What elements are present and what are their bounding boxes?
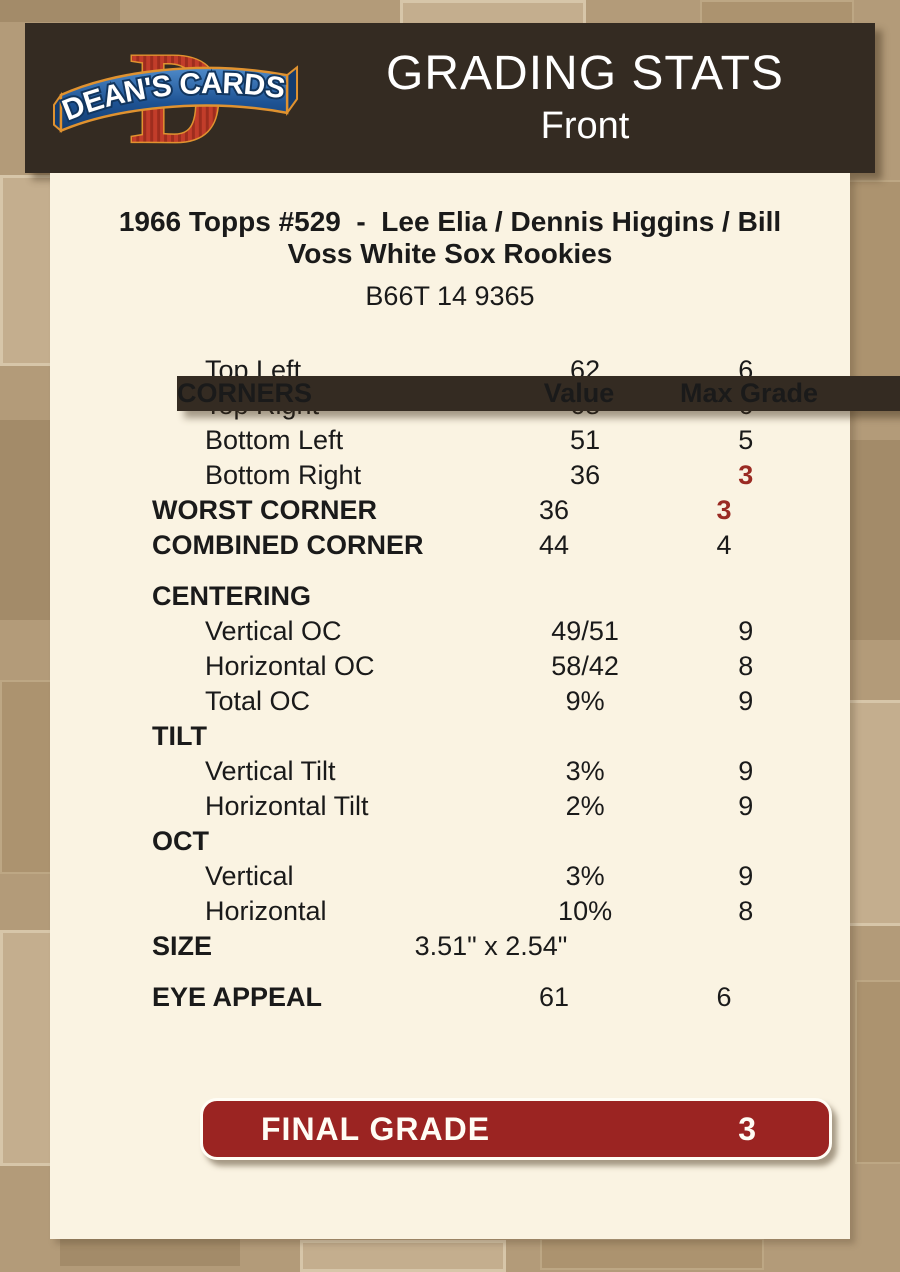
row-label: Horizontal — [205, 896, 327, 926]
background-card — [60, 1235, 240, 1266]
table-row: OCT — [152, 824, 812, 859]
row-value: 61 — [538, 982, 570, 1012]
table-row: TILT — [152, 719, 812, 754]
table-row: SIZE 3.51" x 2.54" — [152, 929, 812, 964]
final-grade-badge: FINAL GRADE 3 — [200, 1098, 832, 1160]
row-value: Value — [543, 378, 615, 408]
background-card — [0, 0, 120, 22]
row-value: 3% — [565, 756, 605, 786]
row-value: 36 — [570, 460, 601, 490]
row-label: COMBINED CORNER — [152, 530, 424, 560]
row-grade: 9 — [738, 686, 754, 716]
row-grade — [654, 719, 794, 754]
row-grade: 9 — [738, 861, 754, 891]
stats-table: CORNERS Value Max Grade Top Left 62 6 To… — [152, 353, 900, 1015]
table-row: WORST CORNER 36 3 — [152, 493, 812, 528]
background-card — [850, 440, 900, 640]
deans-cards-logo: D DEAN'S CARDS — [53, 24, 301, 172]
card-title-line1: 1966 Topps #529 - Lee Elia / Dennis Higg… — [118, 206, 782, 237]
row-value — [454, 719, 654, 754]
row-grade: Max Grade — [679, 378, 819, 408]
table-row: Horizontal OC 58/42 8 — [152, 649, 812, 684]
row-value: 3.51" x 2.54" — [414, 931, 568, 961]
row-label: Total OC — [205, 686, 311, 716]
card-serial-number: B66T 14 9365 — [365, 281, 535, 311]
final-grade-value: 3 — [738, 1110, 757, 1147]
background-card — [300, 1240, 506, 1272]
table-row: CENTERING — [152, 579, 812, 614]
row-value: 49/51 — [551, 616, 619, 646]
background-card — [855, 980, 900, 1164]
row-label: Vertical Tilt — [205, 756, 336, 786]
row-label: SIZE — [152, 931, 213, 961]
table-row: Bottom Left 51 5 — [152, 423, 812, 458]
row-value: 2% — [565, 791, 605, 821]
final-grade-label: FINAL GRADE — [261, 1110, 491, 1147]
row-label: Vertical OC — [205, 616, 342, 646]
row-value: 36 — [538, 495, 570, 525]
row-grade — [654, 929, 794, 964]
row-value — [454, 579, 654, 614]
row-value: 9% — [565, 686, 605, 716]
row-grade: 8 — [738, 651, 754, 681]
table-row: COMBINED CORNER 44 4 — [152, 528, 812, 563]
row-label: EYE APPEAL — [152, 982, 323, 1012]
table-row: CORNERS Value Max Grade — [177, 376, 900, 411]
row-grade: 6 — [716, 982, 732, 1012]
table-row: Bottom Right 36 3 — [152, 458, 812, 493]
page-title: GRADING STATS — [386, 47, 784, 100]
background-card — [0, 420, 55, 620]
table-row: Total OC 9% 9 — [152, 684, 812, 719]
row-value — [454, 824, 654, 859]
row-label: Vertical — [205, 861, 294, 891]
row-label: Bottom Right — [205, 460, 362, 490]
background-card — [845, 180, 900, 394]
row-grade: 9 — [738, 616, 754, 646]
row-label: Horizontal OC — [205, 651, 375, 681]
row-value: 51 — [570, 425, 601, 455]
row-label: CENTERING — [152, 581, 312, 611]
background-card — [540, 1238, 764, 1270]
header-bar: D DEAN'S CARDS GRADING STATS Front — [25, 23, 875, 173]
row-grade: 8 — [738, 896, 754, 926]
row-grade: 4 — [716, 530, 732, 560]
table-row: Top Left 62 6 — [152, 353, 812, 388]
row-label: WORST CORNER — [152, 495, 377, 525]
row-value: 3% — [565, 861, 605, 891]
row-grade — [654, 824, 794, 859]
row-grade: 9 — [738, 756, 754, 786]
row-value: 44 — [538, 530, 570, 560]
table-row: Vertical 3% 9 — [152, 859, 812, 894]
card-title: 1966 Topps #529 - Lee Elia / Dennis Higg… — [50, 206, 850, 270]
table-row: EYE APPEAL 61 6 — [152, 980, 812, 1015]
header-text: GRADING STATS Front — [305, 23, 865, 173]
table-row: Vertical OC 49/51 9 — [152, 614, 812, 649]
row-grade: 9 — [738, 791, 754, 821]
table-row: Horizontal Tilt 2% 9 — [152, 789, 812, 824]
row-value: 58/42 — [551, 651, 619, 681]
card-title-line2: Voss White Sox Rookies — [287, 238, 613, 269]
page-subtitle: Front — [540, 105, 630, 147]
deans-cards-logo-icon: D DEAN'S CARDS — [53, 24, 299, 172]
row-label: CORNERS — [177, 378, 313, 408]
row-grade: 5 — [738, 425, 754, 455]
table-row: Vertical Tilt 3% 9 — [152, 754, 812, 789]
row-label: OCT — [152, 826, 209, 856]
row-grade: 3 — [738, 460, 754, 490]
row-value: 10% — [558, 896, 613, 926]
table-row: Horizontal 10% 8 — [152, 894, 812, 929]
row-label: Bottom Left — [205, 425, 344, 455]
row-label: TILT — [152, 721, 207, 751]
row-label: Horizontal Tilt — [205, 791, 369, 821]
report-card: 1966 Topps #529 - Lee Elia / Dennis Higg… — [50, 173, 900, 1239]
row-grade: 3 — [716, 495, 732, 525]
row-grade — [654, 579, 794, 614]
